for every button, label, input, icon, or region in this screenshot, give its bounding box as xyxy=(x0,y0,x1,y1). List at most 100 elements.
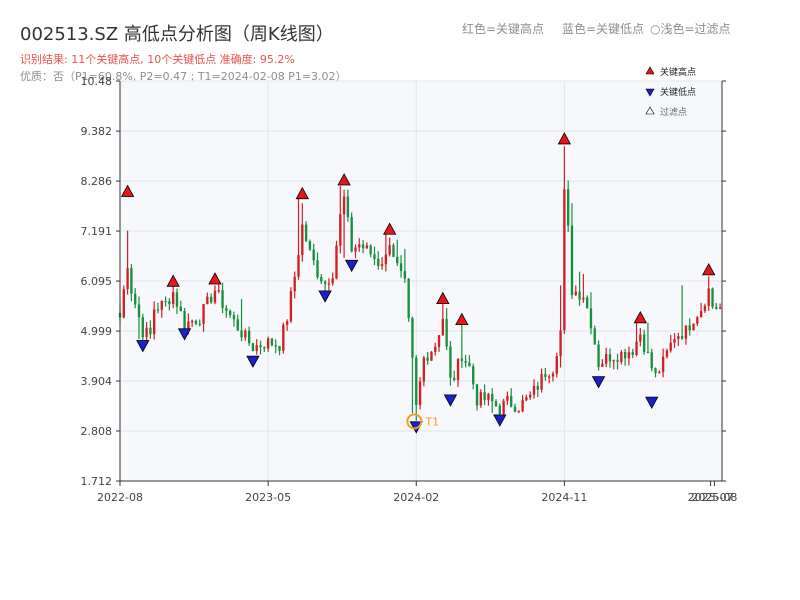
key-low-marker xyxy=(493,414,507,427)
candle-body xyxy=(658,372,661,374)
candle-body xyxy=(593,328,596,345)
candle-body xyxy=(510,395,513,407)
candle-body xyxy=(487,393,490,401)
key-high-marker xyxy=(557,132,572,145)
candle-body xyxy=(373,254,376,259)
candle-body xyxy=(513,406,517,412)
candle-body xyxy=(171,292,175,305)
candle-body xyxy=(263,347,266,349)
candle-body xyxy=(578,291,581,300)
candle-body xyxy=(365,245,369,249)
candle-body xyxy=(301,224,304,256)
candle-body xyxy=(582,297,585,300)
candle-body xyxy=(623,351,627,359)
candle-body xyxy=(221,290,224,309)
key-high-marker xyxy=(166,274,180,287)
key-low-marker xyxy=(443,394,458,407)
top-legend-filtered: ○浅色=过滤点 xyxy=(650,22,731,36)
key-low-marker xyxy=(177,328,192,341)
candle-body xyxy=(673,338,676,343)
candle-body xyxy=(669,342,672,351)
candle-body xyxy=(426,357,429,361)
candle-body xyxy=(209,296,213,303)
candle-body xyxy=(335,245,338,279)
y-tick-label: 1.712 xyxy=(81,475,113,488)
candle-body xyxy=(126,268,129,290)
candle-body xyxy=(153,309,156,335)
candle-body xyxy=(692,323,695,331)
candle-body xyxy=(331,278,334,284)
candle-body xyxy=(680,336,684,339)
legend-filtered-swatch xyxy=(645,106,655,115)
candle-body xyxy=(608,354,612,362)
x-tick-label: 2025-08 xyxy=(691,491,737,504)
candle-body xyxy=(703,305,707,312)
candle-body xyxy=(491,393,494,402)
candle-body xyxy=(715,306,718,309)
y-tick-label: 2.808 xyxy=(81,425,113,438)
candle-body xyxy=(620,351,623,362)
candle-body xyxy=(361,244,365,249)
candle-body xyxy=(551,373,555,377)
y-tick-label: 8.286 xyxy=(81,175,113,188)
candle-body xyxy=(228,310,232,316)
x-tick-label: 2024-02 xyxy=(393,491,439,504)
candle-body xyxy=(304,224,308,242)
candle-body xyxy=(430,351,433,361)
key-high-marker xyxy=(702,263,716,276)
candle-body xyxy=(506,395,509,401)
candle-body xyxy=(688,325,691,331)
candle-body xyxy=(517,411,520,413)
candle-body xyxy=(544,374,547,377)
candle-body xyxy=(661,356,665,373)
legend-low-label: 关键低点 xyxy=(660,86,696,98)
candle-body xyxy=(460,358,464,362)
candle-body xyxy=(316,260,319,278)
t1-ring xyxy=(406,413,423,430)
key-high-marker xyxy=(120,184,135,197)
candle-body xyxy=(597,344,600,367)
candle-body xyxy=(285,321,289,325)
candle-body xyxy=(532,386,536,395)
x-tick-label: 2024-11 xyxy=(541,491,587,504)
x-tick-label: 2022-08 xyxy=(97,491,143,504)
candle-body xyxy=(255,345,258,351)
candle-body xyxy=(392,245,395,257)
candle-body xyxy=(327,283,331,285)
candle-body xyxy=(445,318,448,347)
y-tick-label: 6.095 xyxy=(81,275,113,288)
candle-body xyxy=(274,345,277,347)
key-high-marker xyxy=(633,310,648,324)
candle-body xyxy=(422,357,426,382)
candle-body xyxy=(130,268,133,294)
candle-body xyxy=(396,256,399,264)
candle-body xyxy=(411,317,414,358)
key-high-marker xyxy=(455,312,469,326)
candle-body xyxy=(498,405,501,415)
candle-body xyxy=(251,343,255,351)
candle-body xyxy=(407,278,410,318)
candle-body xyxy=(612,360,615,362)
candle-body xyxy=(699,311,703,318)
candle-body xyxy=(388,245,391,255)
candle-body xyxy=(631,352,634,355)
candle-body xyxy=(589,308,593,329)
candle-body xyxy=(202,304,205,324)
legend-low-swatch xyxy=(645,88,655,97)
candle-body xyxy=(198,323,201,325)
candle-body xyxy=(179,306,182,312)
candle-body xyxy=(563,189,566,331)
candle-body xyxy=(468,362,471,367)
candle-body xyxy=(464,361,467,363)
candle-body xyxy=(236,319,239,331)
candle-body xyxy=(639,334,642,342)
candle-body xyxy=(559,330,562,357)
candle-body xyxy=(384,254,388,265)
candle-body xyxy=(380,264,384,267)
candle-body xyxy=(453,377,456,381)
candle-body xyxy=(312,249,315,261)
candle-body xyxy=(339,214,342,246)
candle-body xyxy=(369,245,372,255)
y-tick-label: 4.999 xyxy=(81,325,113,338)
